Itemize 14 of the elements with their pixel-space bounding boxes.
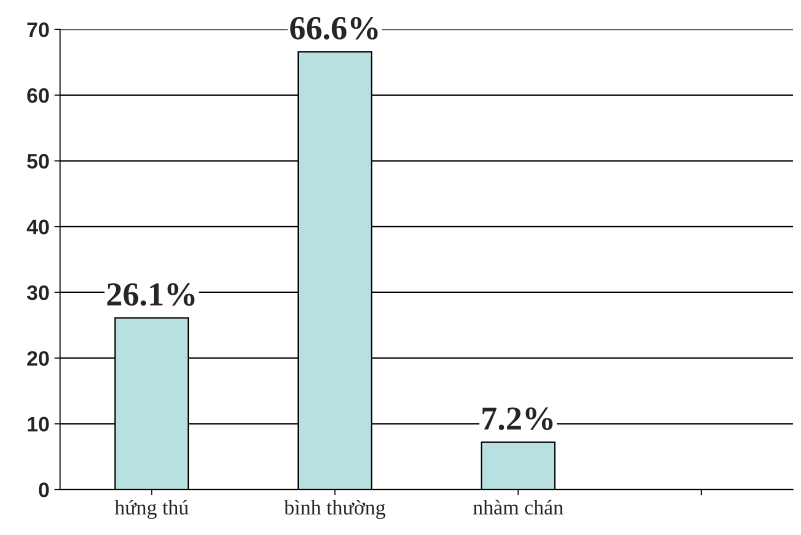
y-tick-label: 60 xyxy=(27,88,49,103)
x-tick-label: nhàm chán xyxy=(473,500,564,515)
y-tick-label: 30 xyxy=(26,285,49,300)
data-label: 66.6% xyxy=(290,16,378,40)
data-label: 7.2% xyxy=(482,407,553,430)
y-tick-label: 50 xyxy=(27,154,49,169)
x-tick-label: hứng thú xyxy=(114,500,189,519)
y-tick-label: 40 xyxy=(26,220,49,234)
y-tick-label: 0 xyxy=(38,482,49,498)
y-tick-label: 20 xyxy=(27,351,49,366)
y-tick-label: 70 xyxy=(27,22,49,38)
x-tick-label: bình thường xyxy=(284,500,386,519)
data-label: 26.1% xyxy=(107,283,194,306)
y-tick-label: 10 xyxy=(28,416,49,432)
